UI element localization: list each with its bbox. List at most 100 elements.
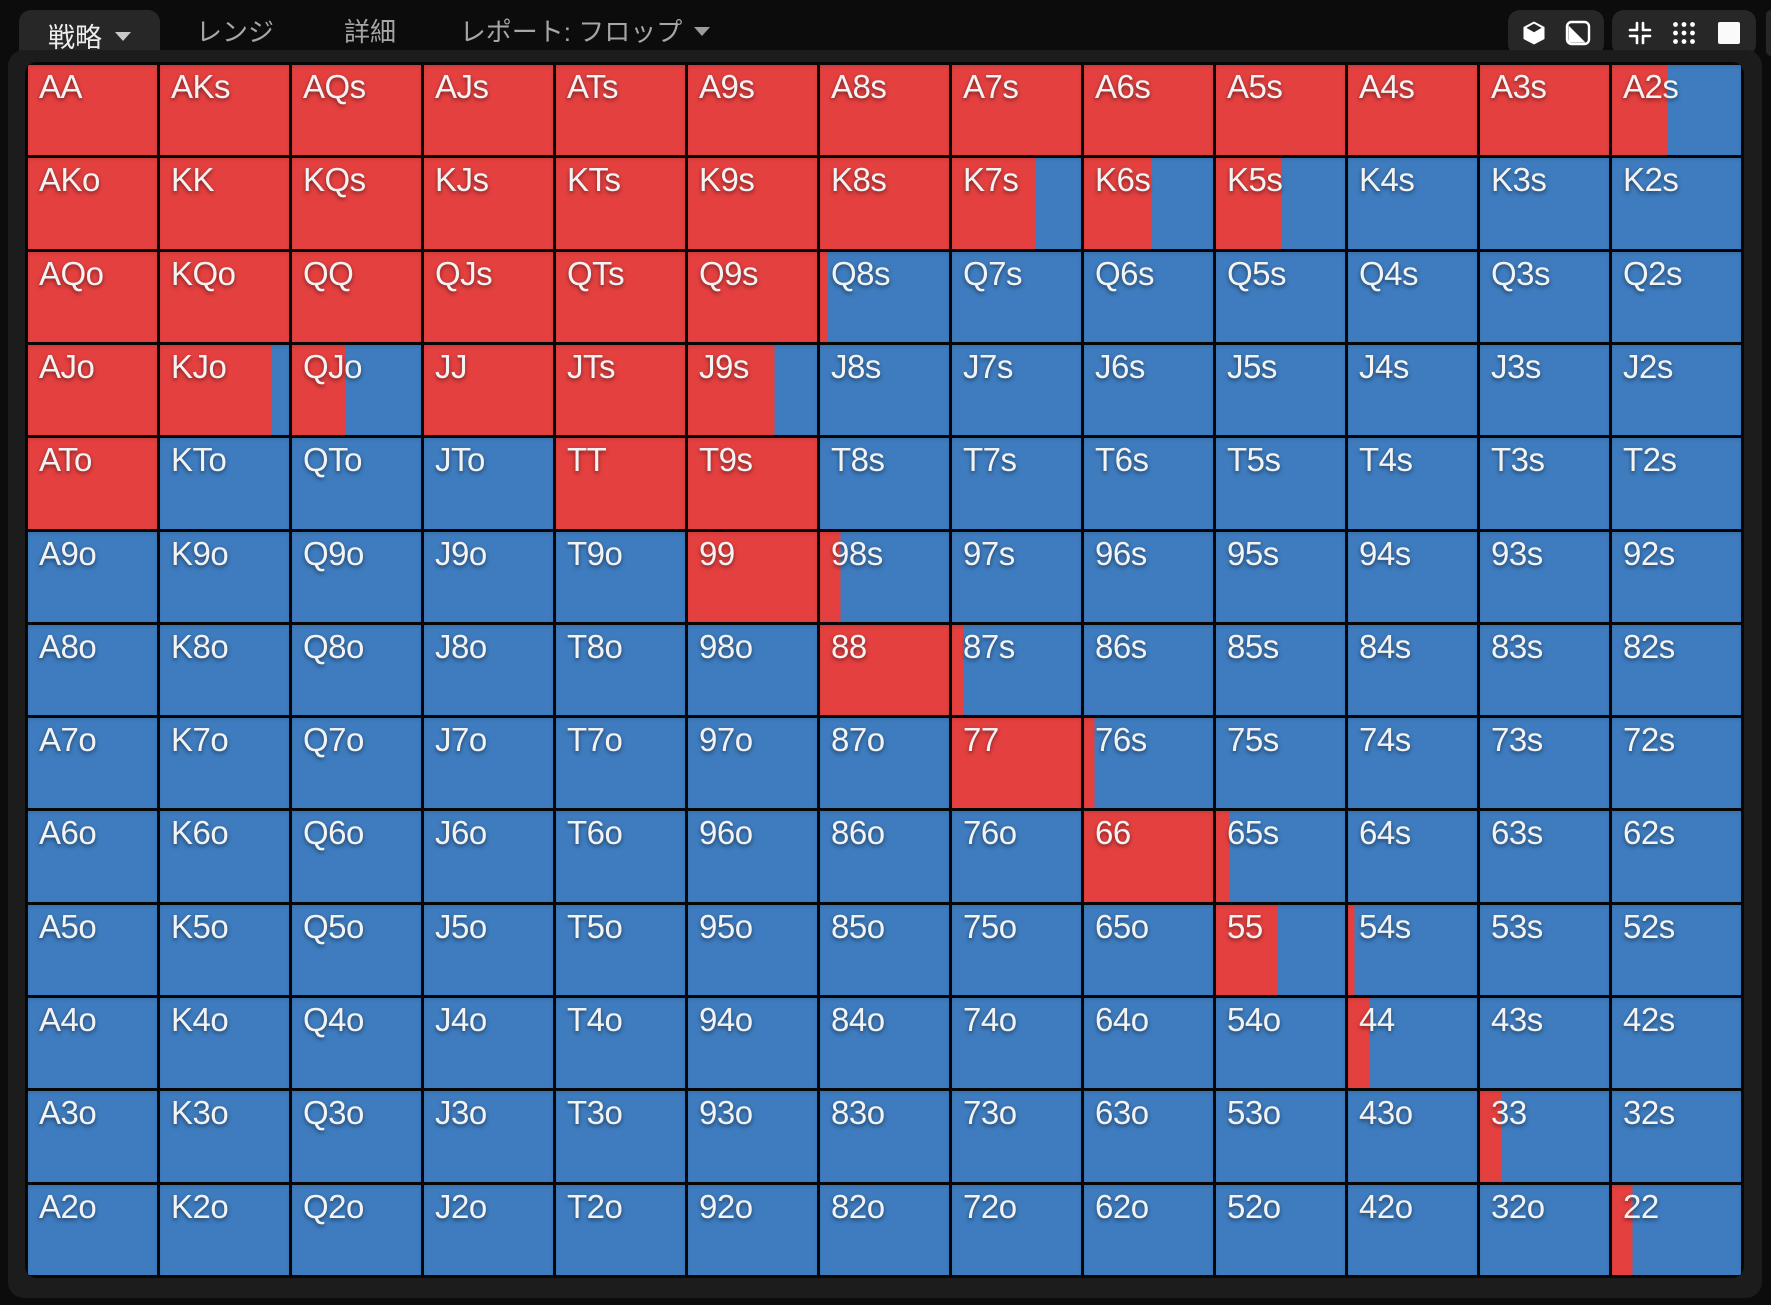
hand-cell-Q8s[interactable]: Q8s — [820, 251, 949, 342]
hand-cell-Q5s[interactable]: Q5s — [1216, 251, 1345, 342]
hand-cell-J3o[interactable]: J3o — [424, 1091, 553, 1182]
hand-cell-44[interactable]: 44 — [1348, 998, 1477, 1089]
hand-cell-87s[interactable]: 87s — [952, 624, 1081, 716]
hand-cell-93s[interactable]: 93s — [1480, 531, 1609, 622]
hand-cell-55[interactable]: 55 — [1216, 904, 1345, 996]
hand-cell-52s[interactable]: 52s — [1612, 904, 1741, 996]
hand-cell-A4o[interactable]: A4o — [28, 998, 157, 1089]
hand-cell-J5o[interactable]: J5o — [424, 904, 553, 996]
hand-cell-43s[interactable]: 43s — [1480, 998, 1609, 1089]
hand-cell-ATs[interactable]: ATs — [556, 65, 685, 156]
hand-cell-QQ[interactable]: QQ — [292, 251, 421, 342]
hand-cell-92s[interactable]: 92s — [1612, 531, 1741, 622]
hand-cell-74s[interactable]: 74s — [1348, 718, 1477, 809]
hand-cell-AKo[interactable]: AKo — [28, 158, 157, 249]
hand-cell-TT[interactable]: TT — [556, 438, 685, 529]
hand-cell-98o[interactable]: 98o — [688, 624, 817, 716]
hand-cell-T2s[interactable]: T2s — [1612, 438, 1741, 529]
hand-cell-82s[interactable]: 82s — [1612, 624, 1741, 716]
hand-cell-J2s[interactable]: J2s — [1612, 344, 1741, 436]
hand-cell-J8o[interactable]: J8o — [424, 624, 553, 716]
hand-cell-J9s[interactable]: J9s — [688, 344, 817, 436]
cutoff-button-group[interactable] — [1766, 10, 1771, 56]
hand-cell-QTs[interactable]: QTs — [556, 251, 685, 342]
hand-cell-A7s[interactable]: A7s — [952, 65, 1081, 156]
hand-cell-KTs[interactable]: KTs — [556, 158, 685, 249]
hand-cell-J5s[interactable]: J5s — [1216, 344, 1345, 436]
hand-cell-J4o[interactable]: J4o — [424, 998, 553, 1089]
tab-range[interactable]: レンジ — [180, 0, 290, 60]
hand-cell-95o[interactable]: 95o — [688, 904, 817, 996]
tab-report-flop[interactable]: レポート: フロップ — [448, 0, 722, 60]
hand-cell-T4s[interactable]: T4s — [1348, 438, 1477, 529]
grid-view-button[interactable] — [1667, 16, 1701, 50]
hand-cell-J4s[interactable]: J4s — [1348, 344, 1477, 436]
hand-cell-T7s[interactable]: T7s — [952, 438, 1081, 529]
hand-cell-K3s[interactable]: K3s — [1480, 158, 1609, 249]
hand-cell-J7o[interactable]: J7o — [424, 718, 553, 809]
hand-cell-Q9s[interactable]: Q9s — [688, 251, 817, 342]
hand-cell-A7o[interactable]: A7o — [28, 718, 157, 809]
hand-cell-87o[interactable]: 87o — [820, 718, 949, 809]
hand-cell-97o[interactable]: 97o — [688, 718, 817, 809]
hand-cell-32o[interactable]: 32o — [1480, 1184, 1609, 1275]
hand-cell-K5o[interactable]: K5o — [160, 904, 289, 996]
hand-cell-84o[interactable]: 84o — [820, 998, 949, 1089]
hand-cell-T8s[interactable]: T8s — [820, 438, 949, 529]
hand-cell-A8o[interactable]: A8o — [28, 624, 157, 716]
hand-cell-K9o[interactable]: K9o — [160, 531, 289, 622]
hand-cell-T3o[interactable]: T3o — [556, 1091, 685, 1182]
hand-cell-94o[interactable]: 94o — [688, 998, 817, 1089]
hand-cell-42s[interactable]: 42s — [1612, 998, 1741, 1089]
hand-cell-65s[interactable]: 65s — [1216, 811, 1345, 902]
hand-cell-J3s[interactable]: J3s — [1480, 344, 1609, 436]
hand-cell-63o[interactable]: 63o — [1084, 1091, 1213, 1182]
hand-cell-AKs[interactable]: AKs — [160, 65, 289, 156]
hand-cell-T6o[interactable]: T6o — [556, 811, 685, 902]
hand-cell-QTo[interactable]: QTo — [292, 438, 421, 529]
hand-cell-62s[interactable]: 62s — [1612, 811, 1741, 902]
hand-cell-T9s[interactable]: T9s — [688, 438, 817, 529]
hand-cell-J9o[interactable]: J9o — [424, 531, 553, 622]
hand-cell-Q6s[interactable]: Q6s — [1084, 251, 1213, 342]
hand-cell-T5s[interactable]: T5s — [1216, 438, 1345, 529]
hand-cell-Q4o[interactable]: Q4o — [292, 998, 421, 1089]
half-fill-toggle-button[interactable] — [1561, 16, 1595, 50]
hand-cell-52o[interactable]: 52o — [1216, 1184, 1345, 1275]
hand-cell-84s[interactable]: 84s — [1348, 624, 1477, 716]
hand-cell-K2o[interactable]: K2o — [160, 1184, 289, 1275]
hand-cell-A2o[interactable]: A2o — [28, 1184, 157, 1275]
hand-cell-Q5o[interactable]: Q5o — [292, 904, 421, 996]
hand-cell-66[interactable]: 66 — [1084, 811, 1213, 902]
hand-cell-T5o[interactable]: T5o — [556, 904, 685, 996]
hand-cell-T3s[interactable]: T3s — [1480, 438, 1609, 529]
hand-cell-82o[interactable]: 82o — [820, 1184, 949, 1275]
hand-cell-86o[interactable]: 86o — [820, 811, 949, 902]
hand-cell-K6o[interactable]: K6o — [160, 811, 289, 902]
hand-cell-94s[interactable]: 94s — [1348, 531, 1477, 622]
hand-cell-Q2o[interactable]: Q2o — [292, 1184, 421, 1275]
hand-cell-J6o[interactable]: J6o — [424, 811, 553, 902]
hand-cell-K2s[interactable]: K2s — [1612, 158, 1741, 249]
hand-cell-K7s[interactable]: K7s — [952, 158, 1081, 249]
hand-cell-T9o[interactable]: T9o — [556, 531, 685, 622]
hand-cell-K9s[interactable]: K9s — [688, 158, 817, 249]
hand-cell-96o[interactable]: 96o — [688, 811, 817, 902]
hand-cell-K8o[interactable]: K8o — [160, 624, 289, 716]
hand-cell-T2o[interactable]: T2o — [556, 1184, 685, 1275]
hand-cell-J6s[interactable]: J6s — [1084, 344, 1213, 436]
hand-cell-75s[interactable]: 75s — [1216, 718, 1345, 809]
hand-cell-33[interactable]: 33 — [1480, 1091, 1609, 1182]
hand-cell-Q6o[interactable]: Q6o — [292, 811, 421, 902]
hand-cell-97s[interactable]: 97s — [952, 531, 1081, 622]
collapse-button[interactable] — [1623, 16, 1657, 50]
hand-cell-AJo[interactable]: AJo — [28, 344, 157, 436]
single-view-button[interactable] — [1712, 16, 1746, 50]
hand-cell-QJs[interactable]: QJs — [424, 251, 553, 342]
hand-cell-J7s[interactable]: J7s — [952, 344, 1081, 436]
hand-cell-A3o[interactable]: A3o — [28, 1091, 157, 1182]
hand-cell-53s[interactable]: 53s — [1480, 904, 1609, 996]
hand-cell-Q7s[interactable]: Q7s — [952, 251, 1081, 342]
hand-cell-T4o[interactable]: T4o — [556, 998, 685, 1089]
hand-cell-85s[interactable]: 85s — [1216, 624, 1345, 716]
